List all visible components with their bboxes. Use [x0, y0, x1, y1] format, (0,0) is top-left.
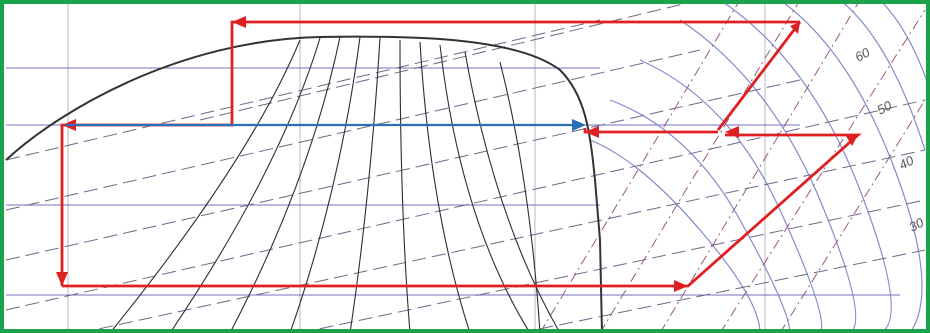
quality-line [109, 39, 301, 333]
arrow-icon [790, 22, 800, 34]
cycle-arrows [56, 16, 858, 292]
arrow-icon [674, 280, 688, 292]
isotherm-curve [719, 0, 892, 333]
isentrope-line [5, 19, 601, 161]
isochore-line [659, 0, 861, 333]
isotherm-curve [589, 139, 761, 333]
isotherm-curve [779, 0, 923, 333]
arrow-icon [56, 272, 68, 286]
isentrope-line [519, 249, 926, 333]
quality-line [439, 44, 531, 333]
arrow-icon [725, 126, 739, 138]
isentrope-line [5, 49, 701, 211]
isotherm-curve [679, 19, 857, 333]
isochore-line [719, 9, 926, 333]
isochore-lines [539, 0, 926, 333]
quality-line [289, 36, 361, 333]
isotherm-curve [609, 99, 791, 333]
isochore-line [539, 0, 741, 333]
saturation-dome [5, 35, 603, 333]
quality-line [464, 51, 561, 333]
isotherm-curve [839, 0, 926, 151]
arrow-icon [572, 119, 586, 131]
cycle-segment-mid [716, 21, 802, 131]
isentrope-line [199, 0, 701, 121]
quality-line [229, 36, 341, 333]
quality-lines [109, 36, 561, 333]
grid-lines [67, 0, 766, 333]
arrow-icon [585, 126, 599, 138]
cycle-segment-low [62, 133, 862, 288]
quality-line [399, 39, 411, 333]
quality-line [349, 37, 381, 333]
isochore-line [779, 99, 926, 333]
quality-line [419, 41, 471, 333]
heat-transfer-arrow [66, 119, 586, 131]
isochore-line [599, 0, 801, 333]
arrow-icon [846, 135, 858, 146]
arrow-icon [232, 16, 246, 28]
quality-line [499, 61, 541, 333]
quality-line [169, 37, 321, 333]
isentrope-line [79, 149, 926, 333]
isentrope-line [299, 199, 926, 333]
isentrope-line [5, 79, 801, 261]
